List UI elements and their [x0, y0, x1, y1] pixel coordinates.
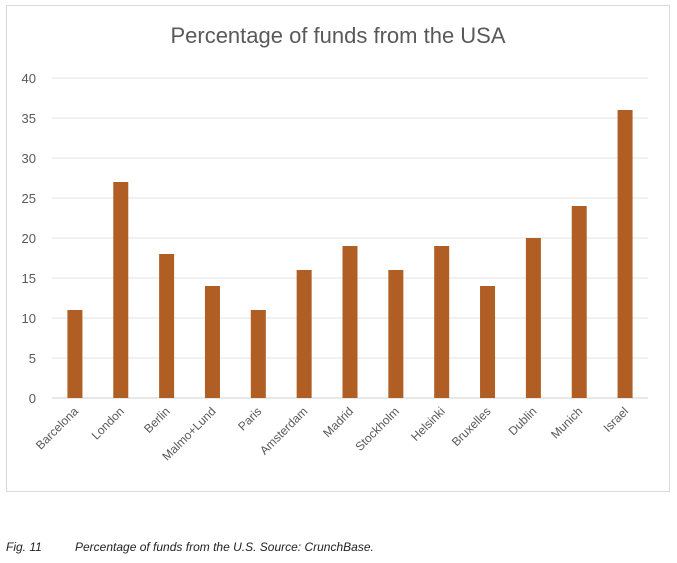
y-tick-label: 20	[22, 231, 36, 246]
y-tick-label: 30	[22, 151, 36, 166]
bars	[67, 110, 633, 398]
chart-title: Percentage of funds from the USA	[170, 23, 505, 48]
y-tick-label: 0	[29, 391, 36, 406]
bar-paris	[250, 310, 266, 398]
gridlines	[52, 77, 648, 399]
x-tick-label: Israel	[601, 404, 632, 435]
bar-munich	[571, 206, 587, 398]
x-tick-label: Barcelona	[33, 404, 81, 452]
x-tick-label: Paris	[235, 404, 264, 433]
y-tick-label: 40	[22, 71, 36, 86]
bar-dublin	[525, 238, 541, 398]
y-tick-label: 35	[22, 111, 36, 126]
y-axis-ticks: 0 5 10 15 20 25 30 35 40	[22, 71, 36, 406]
x-tick-label: Helsinki	[408, 404, 448, 444]
bar-malmo-lund	[204, 286, 220, 398]
bar-stockholm	[388, 270, 404, 398]
bar-london	[113, 182, 129, 398]
y-tick-label: 15	[22, 271, 36, 286]
caption-text: Percentage of funds from the U.S. Source…	[75, 540, 374, 554]
x-tick-label: Stockholm	[352, 404, 402, 454]
y-tick-label: 25	[22, 191, 36, 206]
bar-helsinki	[434, 246, 450, 398]
bar-israel	[617, 110, 633, 398]
bar-amsterdam	[296, 270, 312, 398]
x-tick-label: Munich	[548, 404, 585, 441]
bar-berlin	[159, 254, 175, 398]
figure-number: Fig. 11	[6, 540, 42, 554]
y-tick-label: 5	[29, 351, 36, 366]
bar-madrid	[342, 246, 358, 398]
bar-barcelona	[67, 310, 83, 398]
x-tick-label: Amsterdam	[257, 404, 310, 457]
y-tick-label: 10	[22, 311, 36, 326]
x-tick-label: London	[89, 404, 127, 442]
x-tick-label: Dublin	[506, 404, 540, 438]
figure-caption: Fig. 11 Percentage of funds from the U.S.…	[6, 540, 374, 554]
bar-bruxelles	[480, 286, 496, 398]
x-tick-label: Berlin	[141, 404, 173, 436]
x-tick-label: Madrid	[320, 404, 356, 440]
x-tick-label: Bruxelles	[449, 404, 494, 449]
